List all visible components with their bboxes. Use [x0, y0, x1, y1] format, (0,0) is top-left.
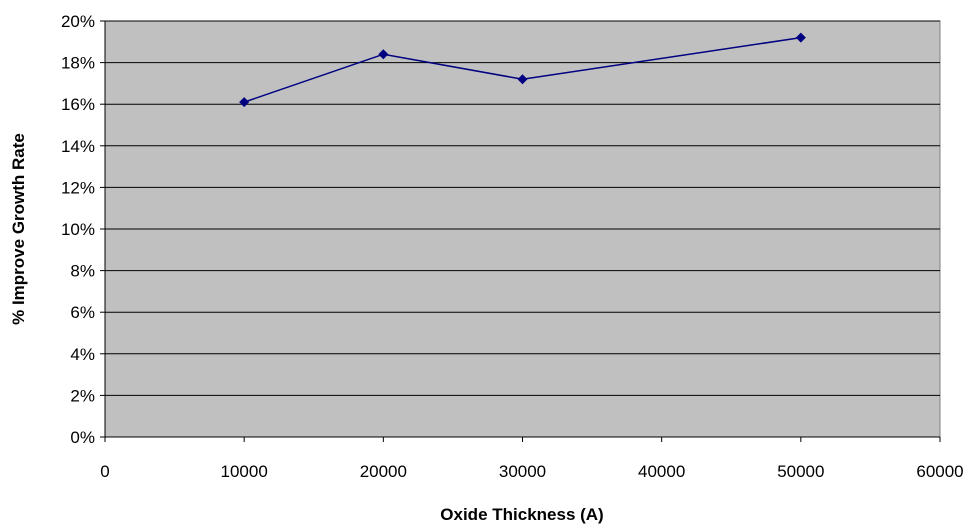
- x-tick-label: 30000: [499, 462, 546, 481]
- series-line: [243, 36, 801, 103]
- y-tick-label: 4%: [70, 345, 95, 364]
- gridlines: [105, 20, 940, 396]
- y-tick-label: 10%: [61, 220, 95, 239]
- x-tick-label: 10000: [221, 462, 268, 481]
- x-axis-title: Oxide Thickness (A): [440, 505, 603, 524]
- x-tick-label: 60000: [916, 462, 963, 481]
- y-tick-label: 8%: [70, 262, 95, 281]
- series-layer: [239, 32, 806, 108]
- data-point-marker: [378, 49, 389, 60]
- x-tick-label: 40000: [638, 462, 685, 481]
- y-tick-label: 12%: [61, 178, 95, 197]
- data-point-marker: [795, 32, 806, 43]
- y-tick-label: 14%: [61, 137, 95, 156]
- y-axis-title: % Improve Growth Rate: [9, 133, 28, 325]
- y-tick-label: 0%: [70, 428, 95, 447]
- y-tick-label: 6%: [70, 303, 95, 322]
- x-tick-label: 20000: [360, 462, 407, 481]
- y-tick-label: 2%: [70, 386, 95, 405]
- data-point-marker: [517, 74, 528, 85]
- y-tick-labels: 0% 2% 4% 6% 8% 10% 12% 14% 16% 18% 20%: [61, 12, 95, 447]
- data-point-marker: [239, 97, 250, 108]
- y-tick-label: 20%: [61, 12, 95, 31]
- axes: [100, 20, 941, 442]
- x-tick-labels: 0 10000 20000 30000 40000 50000 60000: [100, 462, 963, 481]
- y-tick-label: 16%: [61, 95, 95, 114]
- x-tick-label: 0: [100, 462, 109, 481]
- y-tick-label: 18%: [61, 54, 95, 73]
- x-tick-label: 50000: [777, 462, 824, 481]
